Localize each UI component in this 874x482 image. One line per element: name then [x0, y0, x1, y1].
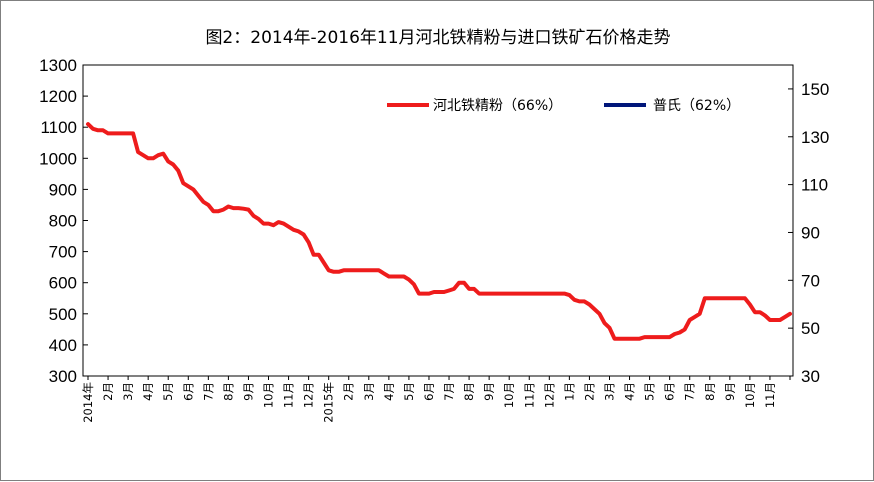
y-left-tick-label: 1000	[39, 149, 77, 168]
x-tick-label: 10月	[262, 382, 276, 408]
x-tick-label: 10月	[502, 382, 516, 408]
y-left-tick-label: 700	[49, 243, 77, 262]
x-tick-label: 9月	[482, 382, 496, 401]
x-tick-label: 8月	[221, 382, 235, 401]
y-left-tick-label: 1100	[40, 118, 77, 137]
y-axis-left: 300 400 500 600 700 800 900 1000 1100 1200 1300	[39, 56, 88, 386]
x-axis: 2014年 2月 3月 4月 5月 6月 7月 8月 9月 10月 11月 12月 2015年 2月 3月 4…	[81, 376, 791, 423]
y-left-tick-label: 1300	[39, 56, 77, 75]
legend: 河北铁精粉（66%） 普氏（62%）	[387, 98, 740, 114]
y-left-tick-label: 600	[49, 274, 77, 293]
y-left-tick-label: 500	[49, 305, 77, 324]
y-right-tick-label: 50	[801, 319, 820, 338]
x-tick-label: 6月	[422, 382, 436, 401]
x-tick-label: 5月	[402, 382, 416, 401]
y-right-tick-label: 90	[801, 223, 820, 242]
y-left-tick-label: 1200	[39, 87, 77, 106]
x-tick-label: 2015年	[322, 382, 336, 423]
x-tick-label: 7月	[442, 382, 456, 401]
x-tick-label: 3月	[602, 382, 616, 401]
x-tick-label: 11月	[282, 382, 296, 408]
x-tick-label: 1月	[562, 382, 576, 401]
y-right-tick-label: 70	[801, 271, 820, 290]
y-left-tick-label: 400	[49, 336, 77, 355]
y-left-tick-label: 900	[49, 180, 77, 199]
y-left-tick-label: 300	[49, 367, 77, 386]
series-layer	[86, 122, 792, 341]
y-right-tick-label: 150	[801, 80, 829, 99]
x-tick-label: 8月	[703, 382, 717, 401]
chart-title: 图2：2014年-2016年11月河北铁精粉与进口铁矿石价格走势	[205, 28, 670, 48]
x-tick-label: 11月	[522, 382, 536, 408]
y-right-tick-label: 130	[801, 128, 829, 147]
y-right-tick-label: 110	[801, 176, 828, 195]
x-tick-label: 9月	[241, 382, 255, 401]
series-line-hebei	[86, 122, 792, 341]
x-tick-label: 12月	[302, 382, 316, 408]
legend-label-hebei: 河北铁精粉（66%）	[433, 98, 562, 114]
y-right-tick-label: 30	[801, 367, 820, 386]
x-tick-label: 3月	[121, 382, 135, 401]
x-tick-label: 11月	[763, 382, 777, 408]
x-tick-label: 4月	[623, 382, 637, 401]
x-tick-label: 2月	[342, 382, 356, 401]
x-tick-label: 5月	[161, 382, 175, 401]
x-tick-label: 7月	[201, 382, 215, 401]
x-tick-label: 3月	[362, 382, 376, 401]
x-tick-label: 9月	[723, 382, 737, 401]
x-tick-label: 12月	[542, 382, 556, 408]
x-tick-label: 6月	[663, 382, 677, 401]
x-tick-label: 8月	[462, 382, 476, 401]
x-tick-label: 2月	[101, 382, 115, 401]
x-tick-label: 2月	[582, 382, 596, 401]
y-axis-right: 30 50 70 90 110 130 150	[788, 80, 829, 386]
x-tick-label: 10月	[743, 382, 757, 408]
legend-label-platts: 普氏（62%）	[653, 98, 740, 114]
x-tick-label: 4月	[141, 382, 155, 401]
x-tick-label: 4月	[382, 382, 396, 401]
x-tick-label: 7月	[683, 382, 697, 401]
x-tick-label: 5月	[643, 382, 657, 401]
x-tick-label: 6月	[181, 382, 195, 401]
x-tick-label: 2014年	[81, 382, 95, 423]
y-left-tick-label: 800	[49, 212, 77, 231]
